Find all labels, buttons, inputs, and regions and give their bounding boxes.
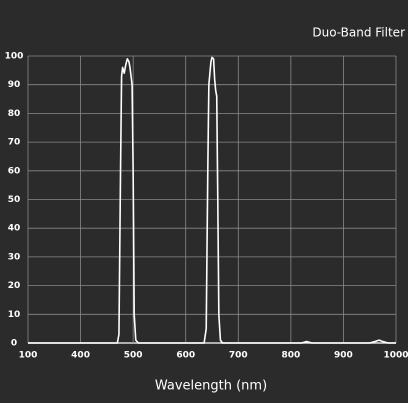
chart-title: Duo-Band Filter [312,26,405,40]
x-tick-label: 100 [19,351,38,361]
y-tick-label: 60 [8,166,21,176]
x-tick-label: 600 [176,351,195,361]
y-tick-label: 70 [8,138,21,148]
y-tick-label: 90 [8,80,21,90]
x-tick-label: 700 [229,351,248,361]
x-tick-label: 500 [124,351,143,361]
y-tick-label: 100 [5,52,24,62]
x-tick-label: 400 [71,351,90,361]
x-axis-label: Wavelength (nm) [155,379,267,394]
line [28,56,396,344]
y-tick-label: 50 [8,195,21,205]
y-tick-label: 40 [8,224,21,234]
y-tick-label: 20 [8,281,21,291]
x-tick-label: 800 [281,351,300,361]
y-tick-label: 0 [11,339,17,349]
x-tick-label: 1000 [383,351,408,361]
x-tick-label: 900 [334,351,353,361]
y-tick-label: 10 [8,310,21,320]
y-tick-label: 80 [8,109,21,119]
y-tick-label: 30 [8,252,21,262]
